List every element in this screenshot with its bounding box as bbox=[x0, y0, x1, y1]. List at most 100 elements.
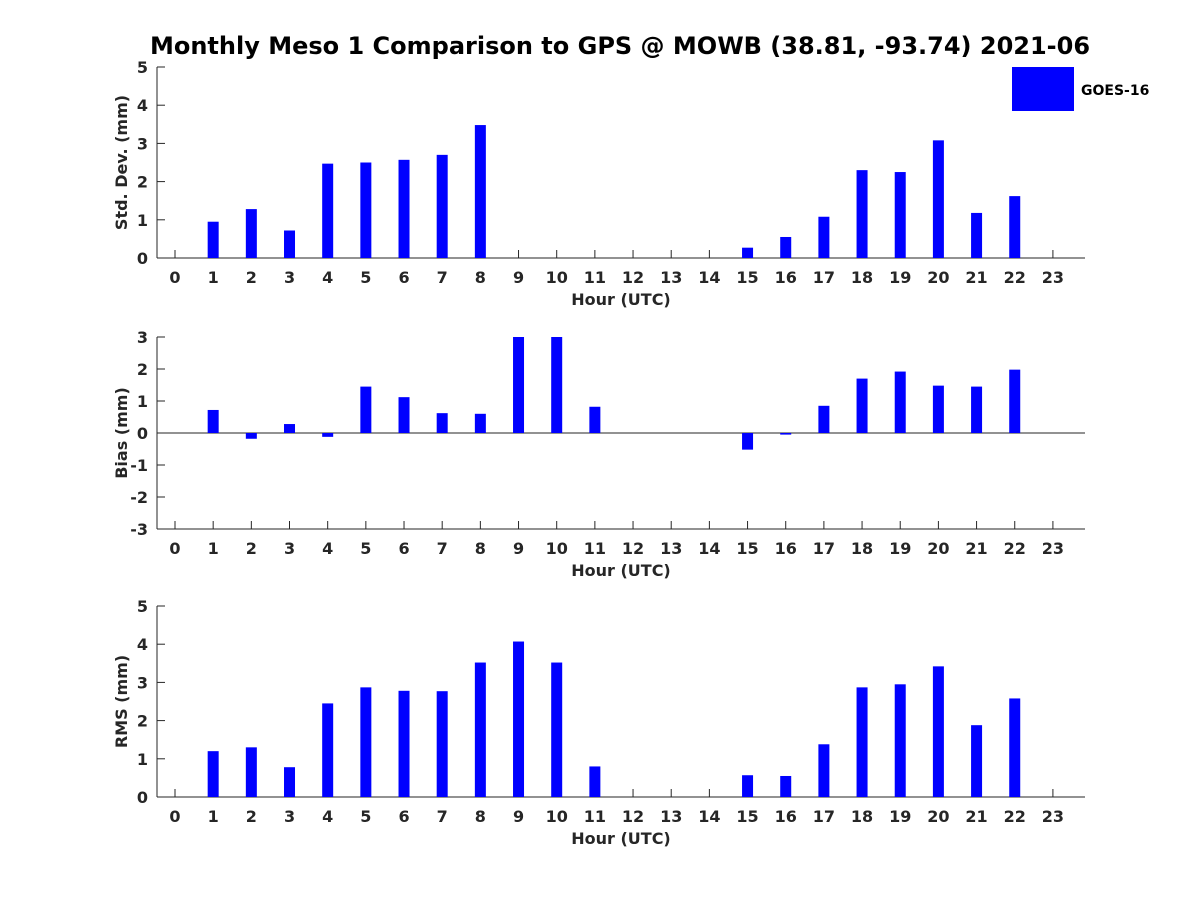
x-tick-label: 18 bbox=[851, 268, 873, 287]
y-tick-label: 0 bbox=[137, 249, 148, 268]
x-tick-label: 15 bbox=[736, 807, 758, 826]
bar bbox=[513, 337, 525, 433]
x-tick-label: 8 bbox=[475, 539, 486, 558]
legend: GOES-16 bbox=[1012, 67, 1149, 111]
x-tick-label: 17 bbox=[813, 539, 835, 558]
y-tick-label: 3 bbox=[137, 673, 148, 692]
bar bbox=[1009, 698, 1021, 797]
x-tick-label: 2 bbox=[246, 807, 257, 826]
x-tick-label: 22 bbox=[1004, 268, 1026, 287]
x-tick-label: 18 bbox=[851, 807, 873, 826]
x-tick-label: 22 bbox=[1004, 539, 1026, 558]
bar bbox=[932, 385, 944, 433]
bar bbox=[1009, 369, 1021, 433]
x-tick-label: 10 bbox=[546, 268, 568, 287]
x-tick-label: 20 bbox=[927, 268, 949, 287]
x-tick-label: 6 bbox=[398, 268, 409, 287]
x-tick-label: 19 bbox=[889, 268, 911, 287]
bar bbox=[742, 433, 754, 450]
bar bbox=[474, 125, 486, 259]
bar bbox=[932, 666, 944, 797]
y-tick-label: 1 bbox=[137, 392, 148, 411]
bar bbox=[284, 230, 296, 258]
y-tick-label: -3 bbox=[130, 520, 148, 539]
bar bbox=[207, 751, 219, 797]
x-tick-label: 19 bbox=[889, 807, 911, 826]
y-axis-label: Bias (mm) bbox=[112, 387, 131, 479]
y-tick-label: 3 bbox=[137, 134, 148, 153]
x-tick-label: 4 bbox=[322, 807, 333, 826]
bar bbox=[971, 386, 983, 433]
x-tick-label: 22 bbox=[1004, 807, 1026, 826]
x-tick-label: 8 bbox=[475, 807, 486, 826]
x-tick-label: 13 bbox=[660, 268, 682, 287]
x-tick-label: 3 bbox=[284, 539, 295, 558]
x-axis-label: Hour (UTC) bbox=[571, 829, 671, 848]
y-tick-label: 1 bbox=[137, 750, 148, 769]
bar bbox=[780, 433, 792, 435]
x-tick-label: 19 bbox=[889, 539, 911, 558]
bar bbox=[513, 641, 525, 797]
x-tick-label: 15 bbox=[736, 539, 758, 558]
y-tick-label: 0 bbox=[137, 424, 148, 443]
x-tick-label: 1 bbox=[208, 807, 219, 826]
y-tick-label: 0 bbox=[137, 788, 148, 807]
x-tick-label: 20 bbox=[927, 539, 949, 558]
x-tick-label: 4 bbox=[322, 539, 333, 558]
x-tick-label: 23 bbox=[1042, 268, 1064, 287]
bar bbox=[551, 662, 563, 797]
x-tick-label: 11 bbox=[584, 539, 606, 558]
bar bbox=[818, 405, 830, 433]
bar bbox=[932, 140, 944, 258]
bar bbox=[780, 236, 792, 258]
x-tick-label: 11 bbox=[584, 268, 606, 287]
x-tick-label: 0 bbox=[169, 539, 180, 558]
bar bbox=[436, 413, 448, 433]
bar bbox=[245, 433, 257, 439]
y-tick-label: 2 bbox=[137, 712, 148, 731]
x-tick-label: 2 bbox=[246, 539, 257, 558]
x-tick-label: 21 bbox=[965, 268, 987, 287]
x-tick-label: 16 bbox=[775, 539, 797, 558]
x-tick-label: 7 bbox=[437, 268, 448, 287]
x-tick-label: 1 bbox=[208, 539, 219, 558]
y-tick-label: 2 bbox=[137, 173, 148, 192]
x-tick-label: 13 bbox=[660, 539, 682, 558]
y-tick-label: 1 bbox=[137, 211, 148, 230]
x-tick-label: 16 bbox=[775, 807, 797, 826]
bar bbox=[245, 747, 257, 797]
x-tick-label: 14 bbox=[698, 807, 720, 826]
x-tick-label: 9 bbox=[513, 807, 524, 826]
bar bbox=[360, 386, 372, 433]
bar bbox=[284, 424, 296, 433]
x-tick-label: 12 bbox=[622, 539, 644, 558]
y-tick-label: 4 bbox=[137, 635, 148, 654]
y-tick-label: 5 bbox=[137, 597, 148, 616]
y-axis-label: RMS (mm) bbox=[112, 655, 131, 748]
x-tick-label: 3 bbox=[284, 807, 295, 826]
bar bbox=[474, 413, 486, 433]
x-tick-label: 12 bbox=[622, 268, 644, 287]
bar bbox=[322, 433, 334, 437]
x-axis-label: Hour (UTC) bbox=[571, 290, 671, 309]
legend-swatch bbox=[1012, 67, 1074, 111]
x-tick-label: 1 bbox=[208, 268, 219, 287]
bar bbox=[1009, 196, 1021, 258]
bar bbox=[780, 775, 792, 797]
bar bbox=[818, 216, 830, 258]
bar bbox=[971, 725, 983, 797]
x-tick-label: 6 bbox=[398, 539, 409, 558]
x-tick-label: 17 bbox=[813, 268, 835, 287]
legend-label: GOES-16 bbox=[1081, 83, 1149, 99]
bar bbox=[207, 409, 219, 433]
x-tick-label: 20 bbox=[927, 807, 949, 826]
y-tick-label: 5 bbox=[137, 58, 148, 77]
bar bbox=[474, 662, 486, 797]
x-tick-label: 0 bbox=[169, 807, 180, 826]
x-tick-label: 10 bbox=[546, 807, 568, 826]
x-tick-label: 14 bbox=[698, 268, 720, 287]
x-tick-label: 0 bbox=[169, 268, 180, 287]
x-tick-label: 9 bbox=[513, 539, 524, 558]
x-tick-label: 5 bbox=[360, 268, 371, 287]
